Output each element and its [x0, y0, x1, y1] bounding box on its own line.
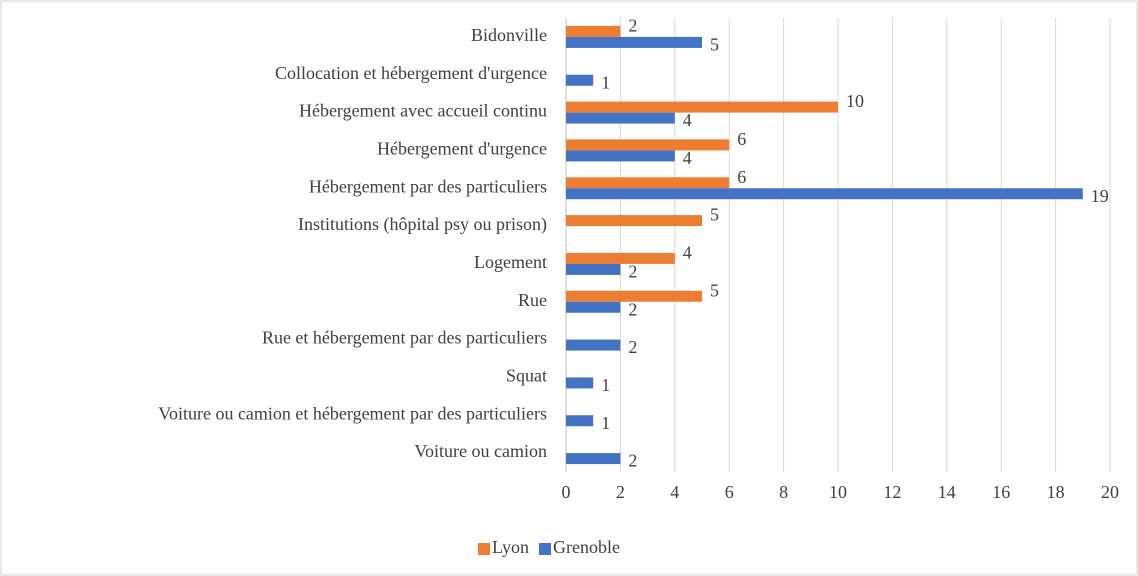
- x-tick-label: 16: [992, 482, 1010, 502]
- data-label: 5: [710, 205, 719, 225]
- data-label: 2: [628, 451, 637, 471]
- data-label: 10: [846, 91, 864, 111]
- y-tick-label: Hébergement d'urgence: [377, 139, 547, 159]
- y-tick-label: Voiture ou camion: [414, 441, 547, 461]
- bar: [566, 290, 702, 302]
- y-tick-label: Hébergement par des particuliers: [309, 176, 547, 196]
- bar: [566, 188, 1083, 200]
- x-tick-label: 12: [883, 482, 901, 502]
- bar: [566, 215, 702, 227]
- x-tick-label: 8: [779, 482, 788, 502]
- legend-swatch: [539, 543, 552, 555]
- data-label: 4: [683, 148, 692, 168]
- bar: [566, 339, 621, 351]
- bar: [566, 377, 594, 389]
- bar: [566, 301, 621, 313]
- data-label: 6: [737, 167, 746, 187]
- legend-label: Grenoble: [553, 537, 620, 557]
- bar: [566, 25, 621, 37]
- data-label: 5: [710, 280, 719, 300]
- x-tick-label: 10: [829, 482, 847, 502]
- x-tick-label: 4: [670, 482, 679, 502]
- data-label: 1: [601, 413, 610, 433]
- x-tick-label: 0: [562, 482, 571, 502]
- bar: [566, 263, 621, 275]
- data-label: 1: [601, 72, 610, 92]
- data-label: 5: [710, 35, 719, 55]
- data-label: 1: [601, 375, 610, 395]
- y-tick-label: Rue: [518, 290, 547, 310]
- x-tick-label: 18: [1047, 482, 1065, 502]
- bar: [566, 112, 675, 124]
- bar: [566, 150, 675, 162]
- y-tick-label: Rue et hébergement par des particuliers: [262, 328, 547, 348]
- data-label: 2: [628, 262, 637, 282]
- bar: [566, 36, 702, 48]
- data-label: 2: [628, 337, 637, 357]
- data-label: 6: [737, 129, 746, 149]
- data-label: 2: [628, 16, 637, 36]
- data-label: 4: [683, 243, 692, 263]
- y-tick-label: Squat: [506, 366, 547, 386]
- bar: [566, 453, 621, 465]
- bar: [566, 101, 838, 113]
- bar: [566, 415, 594, 427]
- y-tick-label: Collocation et hébergement d'urgence: [275, 63, 547, 83]
- y-tick-label: Voiture ou camion et hébergement par des…: [158, 403, 547, 423]
- bar: [566, 139, 730, 151]
- x-tick-label: 14: [938, 482, 956, 502]
- data-label: 19: [1091, 186, 1109, 206]
- x-tick-label: 6: [725, 482, 734, 502]
- data-label: 2: [628, 299, 637, 319]
- bar: [566, 74, 594, 86]
- y-tick-label: Institutions (hôpital psy ou prison): [298, 214, 547, 235]
- legend-swatch: [478, 543, 490, 555]
- y-tick-label: Logement: [474, 252, 547, 272]
- data-label: 4: [683, 110, 692, 130]
- x-tick-label: 2: [616, 482, 625, 502]
- x-tick-label: 20: [1101, 482, 1119, 502]
- y-tick-label: Hébergement avec accueil continu: [299, 101, 547, 121]
- y-tick-label: Bidonville: [471, 25, 547, 45]
- bar: [566, 177, 730, 189]
- legend-label: Lyon: [492, 537, 529, 557]
- bar: [566, 252, 675, 264]
